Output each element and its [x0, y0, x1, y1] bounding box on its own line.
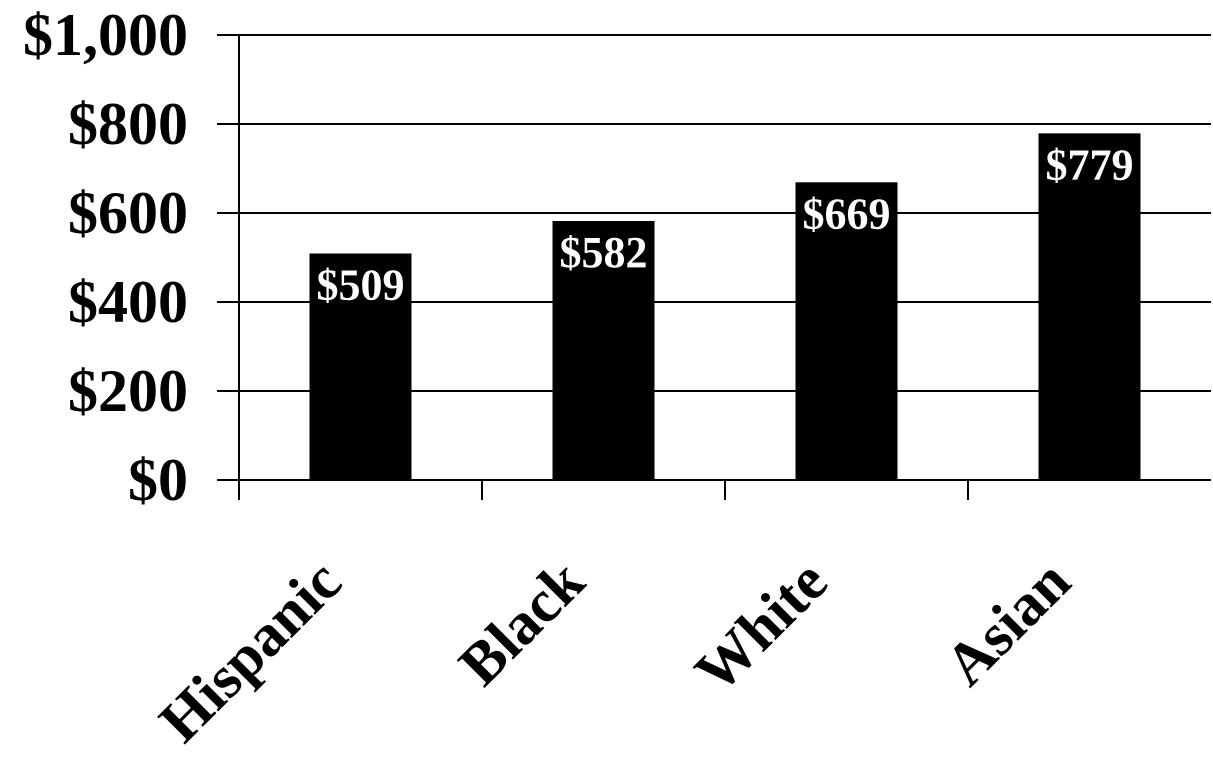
- bar-hispanic: [309, 253, 412, 480]
- bars: [309, 133, 1141, 481]
- y-tick-label: $600: [68, 180, 188, 246]
- y-tick-label: $0: [128, 447, 188, 513]
- y-tick-label: $1,000: [23, 2, 188, 68]
- axes: [238, 35, 969, 500]
- bar-white: [795, 182, 898, 481]
- x-category-label: White: [682, 548, 839, 705]
- x-category-label: Hispanic: [147, 548, 354, 755]
- y-tick-label: $800: [68, 91, 188, 157]
- x-category-label: Asian: [932, 548, 1082, 698]
- y-tick-label: $400: [68, 269, 188, 335]
- data-label: $669: [803, 189, 891, 238]
- data-label: $779: [1046, 140, 1134, 189]
- y-tick-label: $200: [68, 358, 188, 424]
- data-label: $509: [317, 260, 405, 309]
- bar-black: [552, 221, 655, 480]
- bar-asian: [1038, 133, 1141, 480]
- x-category-label: Black: [446, 547, 597, 698]
- data-label: $582: [560, 228, 648, 277]
